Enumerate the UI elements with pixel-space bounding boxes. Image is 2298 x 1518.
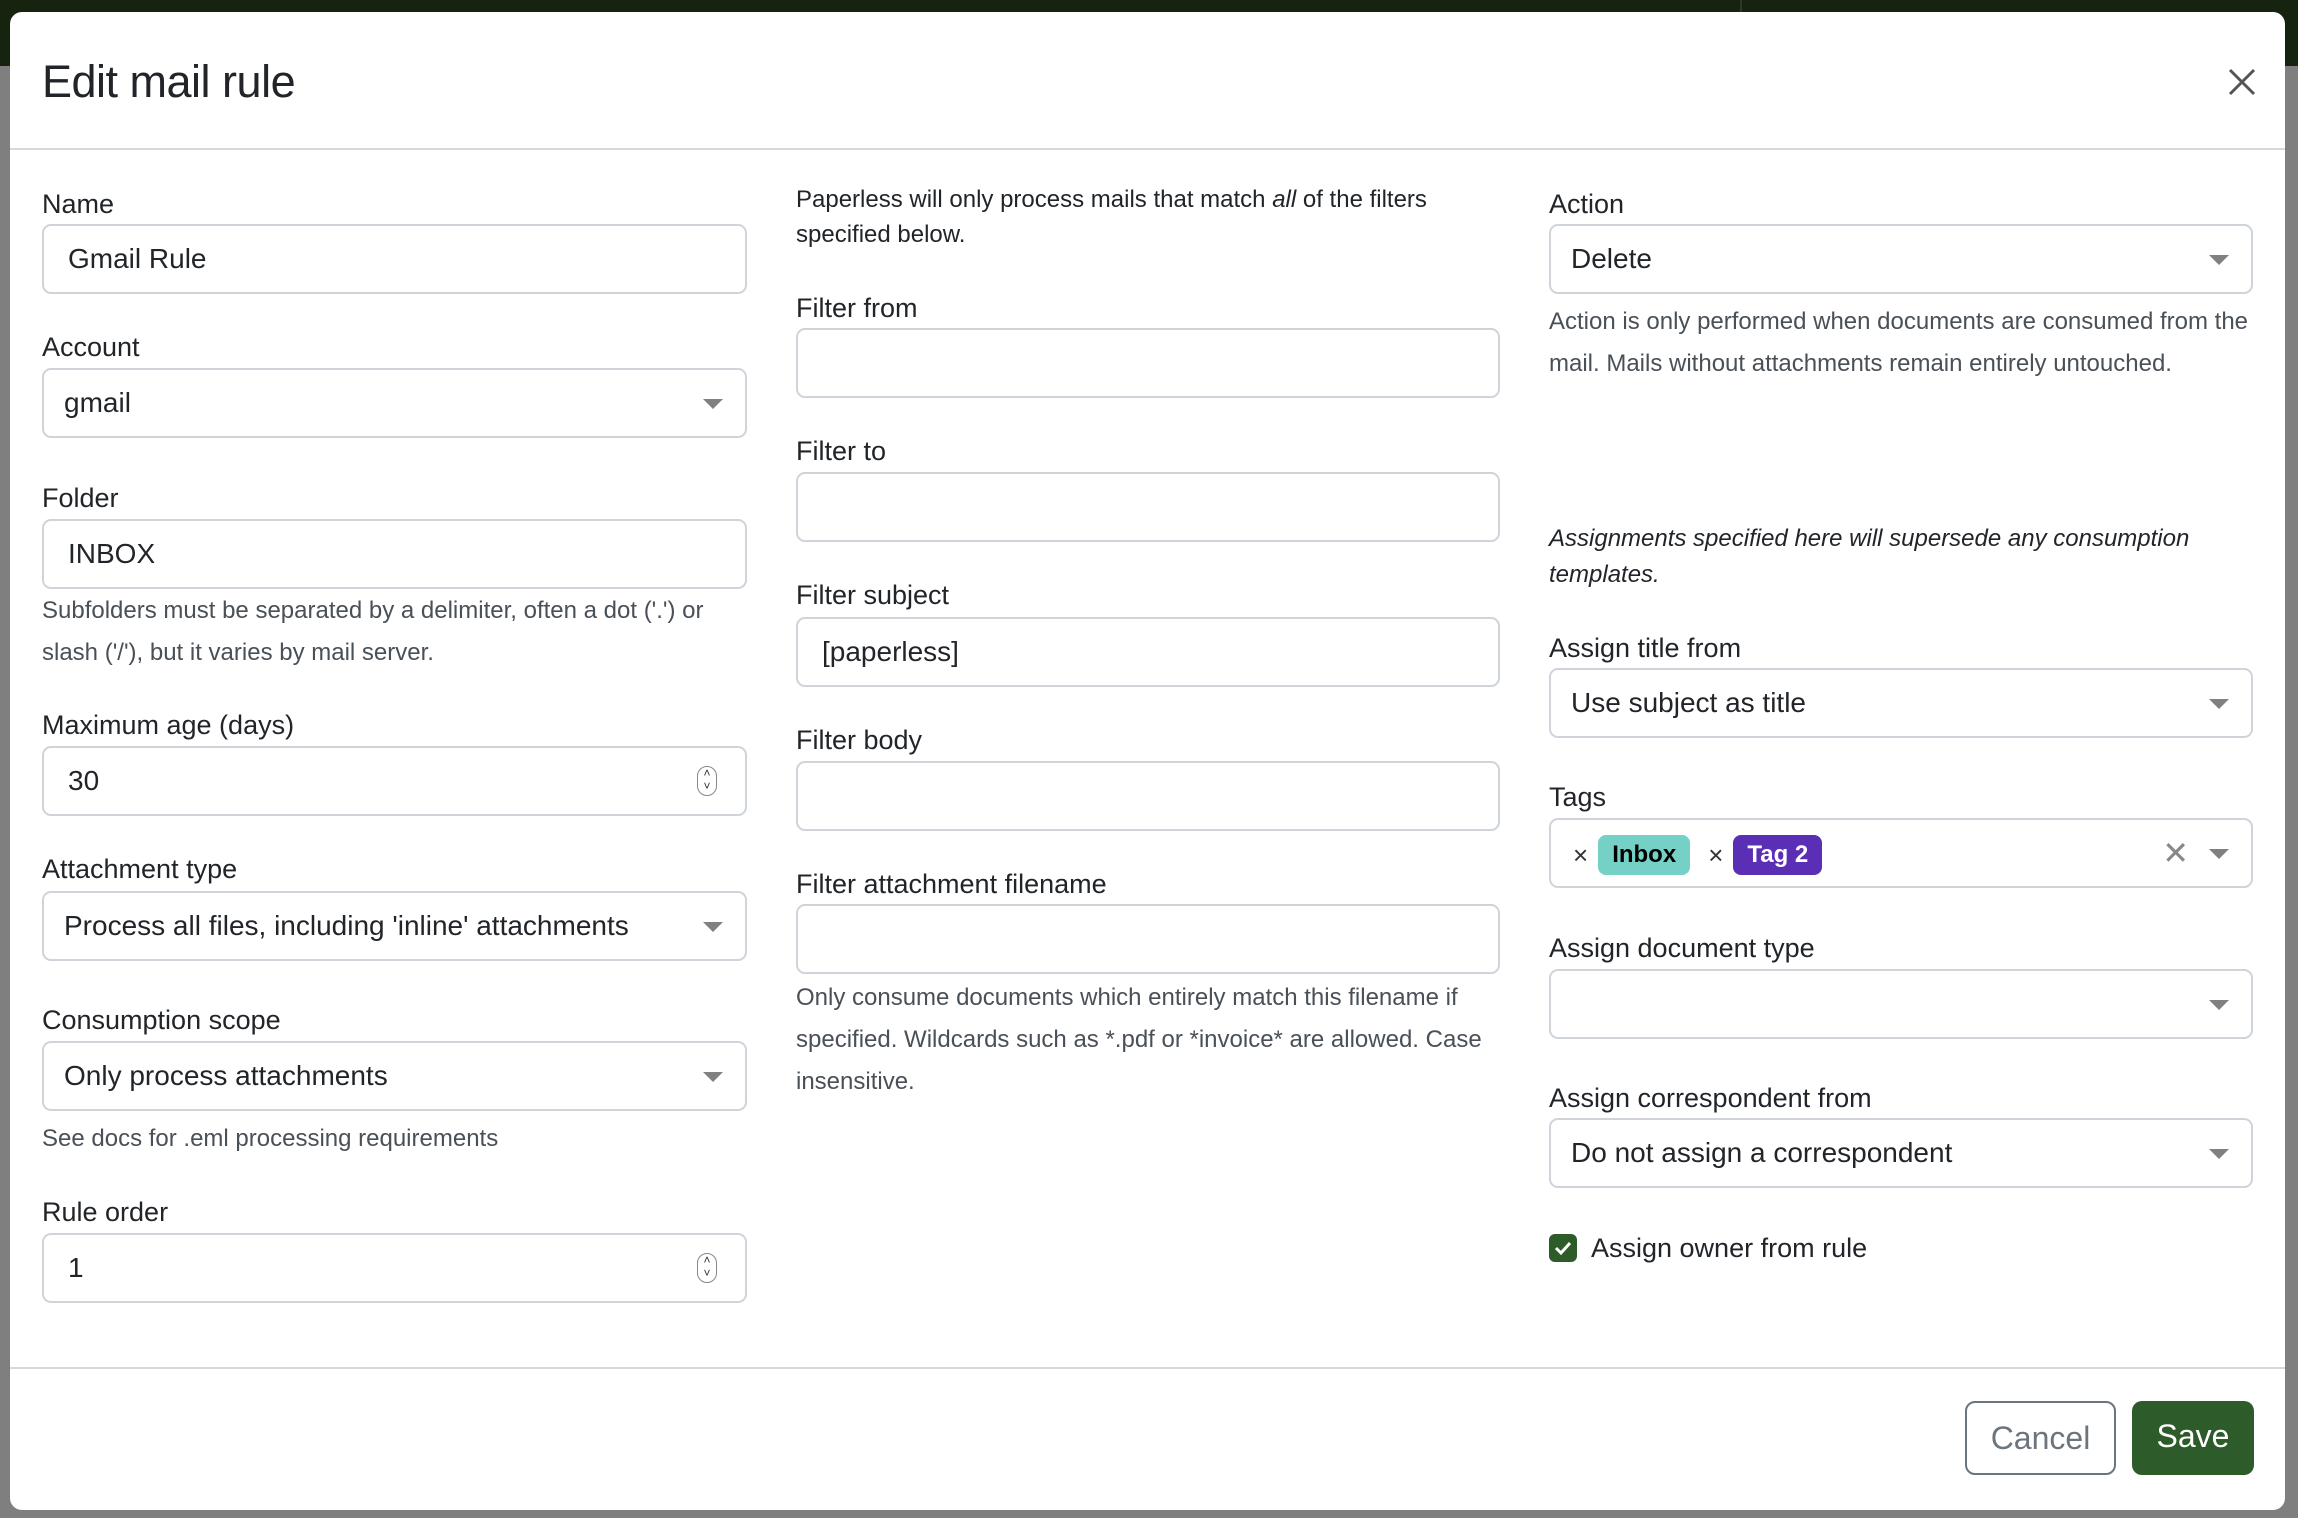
- attachment-type-select[interactable]: Process all files, including 'inline' at…: [42, 891, 747, 961]
- filter-attachment-help: Only consume documents which entirely ma…: [796, 984, 1482, 1095]
- action-select[interactable]: Delete: [1549, 224, 2253, 294]
- rule-order-value: 1: [68, 1252, 84, 1283]
- account-select[interactable]: gmail: [42, 368, 747, 438]
- attachment-type-value: Process all files, including 'inline' at…: [64, 910, 629, 941]
- document-type-label: Assign document type: [1549, 933, 1815, 963]
- close-icon[interactable]: [2222, 62, 2262, 102]
- action-value: Delete: [1571, 243, 1652, 274]
- account-value: gmail: [64, 387, 131, 418]
- header-divider: [10, 148, 2285, 150]
- checkbox-checked-icon[interactable]: [1549, 1234, 1577, 1262]
- tags-label: Tags: [1549, 782, 1607, 812]
- cancel-button[interactable]: Cancel: [1965, 1401, 2116, 1475]
- consumption-scope-select[interactable]: Only process attachments: [42, 1041, 747, 1111]
- action-help: Action is only performed when documents …: [1549, 308, 2249, 377]
- tag-badge-tag-2: Tag 2: [1733, 834, 1823, 875]
- filter-body-input[interactable]: [796, 761, 1500, 831]
- account-label: Account: [42, 332, 140, 362]
- consumption-scope-label: Consumption scope: [42, 1005, 281, 1035]
- filter-body-label: Filter body: [796, 725, 923, 755]
- filter-attachment-label: Filter attachment filename: [796, 869, 1107, 899]
- consumption-scope-value: Only process attachments: [64, 1060, 388, 1091]
- chevron-down-icon: [2209, 255, 2229, 265]
- number-stepper-icon[interactable]: ˄ ˅: [697, 766, 717, 796]
- assign-owner-checkbox-row[interactable]: Assign owner from rule: [1549, 1232, 2253, 1264]
- assign-title-select[interactable]: Use subject as title: [1549, 668, 2253, 738]
- assign-title-value: Use subject as title: [1571, 687, 1806, 718]
- max-age-label: Maximum age (days): [42, 710, 295, 740]
- chevron-down-icon: [2209, 1000, 2229, 1010]
- chevron-down-icon: [2209, 699, 2229, 709]
- assign-title-label: Assign title from: [1549, 633, 1742, 663]
- number-stepper-icon[interactable]: ˄ ˅: [697, 1253, 717, 1283]
- intro-emphasis: all: [1272, 186, 1297, 213]
- name-label: Name: [42, 189, 115, 219]
- folder-input[interactable]: INBOX: [42, 519, 747, 589]
- footer-divider: [10, 1367, 2285, 1369]
- name-input[interactable]: Gmail Rule: [42, 224, 747, 294]
- action-label: Action: [1549, 189, 1625, 219]
- chevron-down-icon: [703, 1072, 723, 1082]
- document-type-select[interactable]: [1549, 969, 2253, 1039]
- correspondent-select[interactable]: Do not assign a correspondent: [1549, 1118, 2253, 1188]
- tag-badge-inbox: Inbox: [1598, 834, 1691, 875]
- rule-order-input[interactable]: 1 ˄ ˅: [42, 1233, 747, 1303]
- consumption-scope-help: See docs for .eml processing requirement…: [42, 1125, 499, 1152]
- filter-from-label: Filter from: [796, 293, 918, 323]
- remove-tag-icon[interactable]: ×: [1573, 839, 1589, 870]
- chevron-down-icon: [703, 399, 723, 409]
- attachment-type-label: Attachment type: [42, 854, 238, 884]
- assignments-note: Assignments specified here will supersed…: [1549, 525, 2190, 588]
- clear-all-icon[interactable]: ✕: [2162, 835, 2189, 871]
- max-age-value: 30: [68, 765, 100, 796]
- max-age-input[interactable]: 30 ˄ ˅: [42, 746, 747, 816]
- filter-subject-label: Filter subject: [796, 580, 950, 610]
- filter-attachment-input[interactable]: [796, 904, 1500, 974]
- correspondent-label: Assign correspondent from: [1549, 1083, 1872, 1113]
- filter-to-label: Filter to: [796, 436, 887, 466]
- folder-label: Folder: [42, 483, 119, 513]
- chevron-down-icon: [703, 922, 723, 932]
- save-button[interactable]: Save: [2132, 1401, 2254, 1475]
- remove-tag-icon[interactable]: ×: [1708, 839, 1724, 870]
- intro-text: Paperless will only process mails that m…: [796, 186, 1273, 213]
- edit-mail-rule-dialog: Edit mail rule Name Gmail Rule Account g…: [10, 12, 2285, 1510]
- chevron-down-icon: [2209, 849, 2229, 859]
- rule-order-label: Rule order: [42, 1197, 169, 1227]
- folder-help: Subfolders must be separated by a delimi…: [42, 597, 704, 666]
- dialog-title: Edit mail rule: [42, 56, 296, 107]
- intro-text: of the filters specified below.: [796, 186, 1427, 248]
- filter-from-input[interactable]: [796, 328, 1500, 398]
- filters-intro: Paperless will only process mails that m…: [796, 182, 1500, 252]
- filter-to-input[interactable]: [796, 472, 1500, 542]
- chevron-down-icon: [2209, 1149, 2229, 1159]
- correspondent-value: Do not assign a correspondent: [1571, 1137, 1953, 1168]
- filter-subject-input[interactable]: [paperless]: [796, 617, 1500, 687]
- tags-select[interactable]: × Inbox × Tag 2 ✕: [1549, 818, 2253, 888]
- assign-owner-label: Assign owner from rule: [1591, 1233, 1868, 1263]
